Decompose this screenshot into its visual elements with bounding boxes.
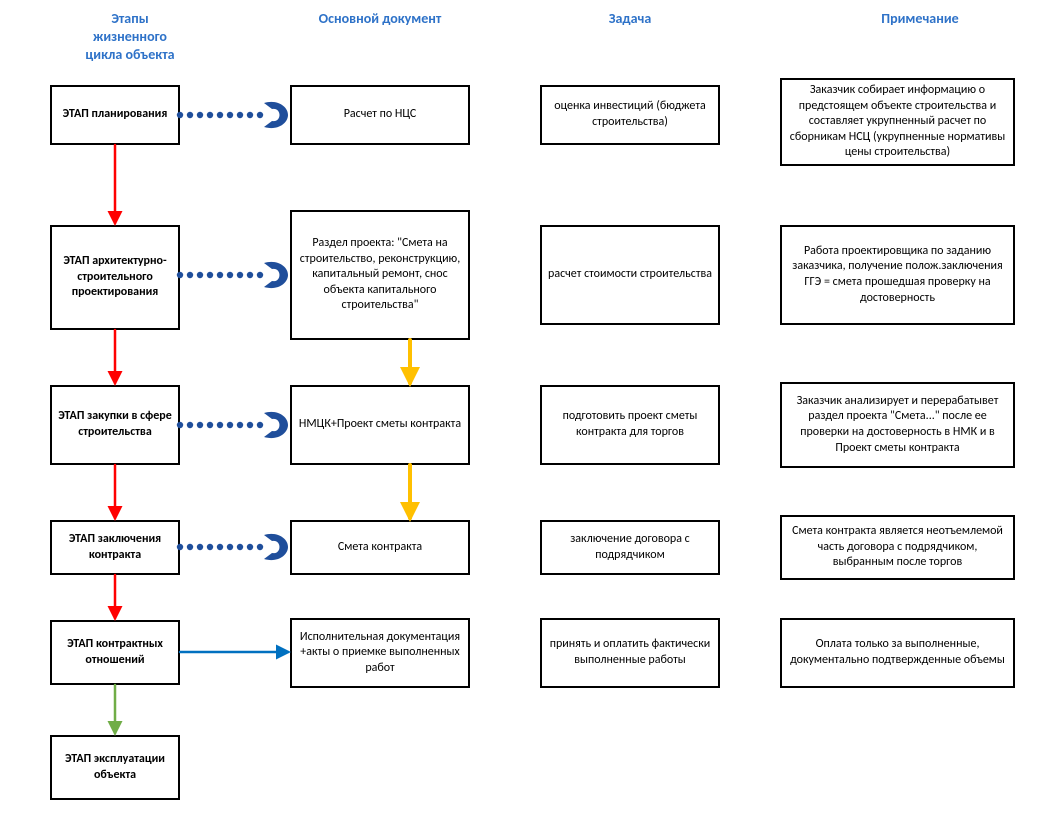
doc-box-2: НМЦК+Проект сметы контракта [290,385,470,465]
stage-box-2: ЭТАП закупки в сфере строительства [50,385,180,465]
doc-box-0: Расчет по НЦС [290,85,470,145]
note-box-2: Заказчик анализирует и перерабатывет раз… [780,382,1015,468]
doc-box-3: Смета контракта [290,520,470,575]
stage-box-5: ЭТАП эксплуатации объекта [50,735,180,800]
task-box-4: принять и оплатить фактически выполненны… [540,618,720,688]
stage-box-4: ЭТАП контрактных отношений [50,620,180,685]
task-box-3: заключение договора с подрядчиком [540,520,720,575]
task-box-1: расчет стоимости строительства [540,225,720,325]
doc-box-4: Исполнительная документация +акты о прие… [290,618,470,688]
task-box-2: подготовить проект сметы контракта для т… [540,385,720,465]
header-stages: Этапы жизненного цикла объекта [60,10,200,65]
header-task: Задача [570,10,690,28]
header-doc: Основной документ [290,10,470,28]
note-box-0: Заказчик собирает информацию о предстоящ… [780,78,1015,166]
note-box-4: Оплата только за выполненные, документал… [780,618,1015,688]
header-note: Примечание [830,10,1010,28]
task-box-0: оценка инвестиций (бюджета строительства… [540,85,720,145]
note-box-1: Работа проектировщика по заданию заказчи… [780,225,1015,325]
stage-box-3: ЭТАП заключения контракта [50,520,180,575]
note-box-3: Смета контракта является неотъемлемой ча… [780,515,1015,580]
stage-box-0: ЭТАП планирования [50,85,180,145]
stage-box-1: ЭТАП архитектурно-строительного проектир… [50,225,180,330]
doc-box-1: Раздел проекта: "Смета на строительство,… [290,210,470,340]
